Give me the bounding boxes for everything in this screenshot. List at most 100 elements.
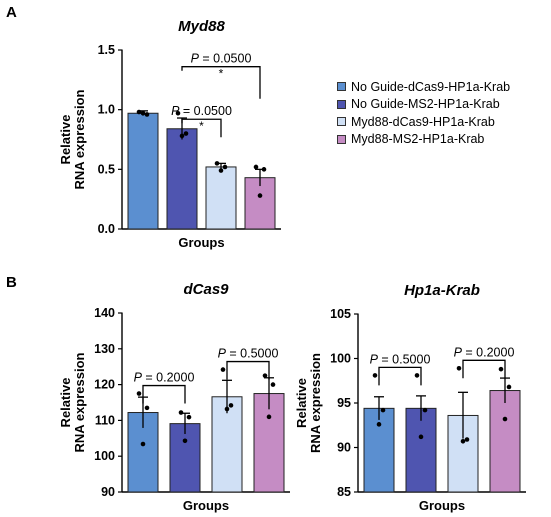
bar [166, 128, 198, 230]
data-point [214, 161, 220, 166]
legend-label: No Guide-MS2-HP1a-Krab [351, 97, 500, 112]
significance-bracket [181, 66, 261, 99]
p-value-label: P = 0.2000 [134, 371, 195, 385]
y-tick-label: 1.5 [98, 43, 115, 57]
data-point [460, 438, 466, 444]
legend-label: Myd88-MS2-HP1a-Krab [351, 132, 485, 147]
significance-bracket [142, 384, 186, 404]
data-point [178, 410, 184, 415]
legend-item: Myd88-dCas9-HP1a-Krab [337, 113, 510, 131]
panel-label-b: B [6, 274, 17, 291]
data-point [262, 373, 268, 378]
legend-label: No Guide-dCas9-HP1a-Krab [351, 79, 511, 94]
data-point [224, 406, 230, 412]
bar [363, 407, 395, 493]
data-point [140, 441, 146, 447]
y-tick-label: 120 [94, 378, 115, 392]
y-axis-label-line2: RNA expression [72, 352, 87, 452]
legend-item: Myd88-MS2-HP1a-Krab [337, 131, 510, 149]
data-point [186, 414, 192, 420]
significance-bracket [378, 366, 422, 386]
legend-label: Myd88-dCas9-HP1a-Krab [351, 114, 495, 129]
y-tick-label: 0.5 [98, 162, 115, 176]
legend-swatch [337, 99, 346, 109]
significance-star: * [199, 119, 204, 133]
data-point [372, 373, 378, 378]
y-axis-label-line1: Relative [294, 378, 309, 428]
y-tick-label: 0.0 [98, 222, 115, 236]
data-point [140, 110, 146, 116]
y-tick-label: 85 [337, 485, 351, 499]
bar [205, 166, 237, 230]
bar [253, 393, 285, 493]
significance-bracket [462, 359, 506, 379]
significance-bracket [181, 118, 222, 138]
y-tick-label: 90 [101, 485, 115, 499]
p-value-label: P = 0.5000 [218, 347, 279, 361]
y-tick-label: 140 [94, 306, 115, 320]
y-tick-label: 95 [337, 396, 351, 410]
data-point [144, 112, 150, 117]
bar [244, 177, 276, 230]
data-point [270, 382, 276, 387]
legend: No Guide-dCas9-HP1a-Krab No Guide-MS2-HP… [337, 78, 510, 148]
data-point [144, 405, 150, 411]
data-point [456, 365, 462, 371]
p-value-label: P = 0.2000 [454, 345, 515, 359]
bar [405, 407, 437, 493]
p-value-label: P = 0.0500 [171, 104, 232, 118]
legend-swatch [337, 117, 346, 127]
chart-title: Myd88 [178, 18, 225, 35]
data-point [257, 193, 263, 198]
bar [489, 390, 521, 493]
panel-label-a: A [6, 4, 17, 21]
data-point [218, 168, 224, 173]
p-value-label: P = 0.0500 [191, 52, 252, 66]
data-point [253, 164, 259, 170]
data-point [502, 416, 508, 422]
y-axis-label-line2: RNA expression [308, 353, 323, 453]
y-tick-label: 1.0 [98, 103, 115, 117]
y-tick-label: 110 [95, 413, 115, 427]
data-point [136, 391, 142, 396]
x-axis-label: Groups [183, 498, 229, 513]
data-point [376, 422, 382, 427]
data-point [380, 407, 386, 413]
y-tick-label: 90 [337, 441, 351, 455]
x-axis-label: Groups [178, 235, 224, 250]
y-axis-label-line1: Relative [58, 378, 73, 428]
x-axis-label: Groups [419, 498, 465, 513]
data-point [418, 434, 424, 440]
significance-star: * [219, 67, 224, 81]
legend-swatch [337, 134, 346, 144]
data-point [261, 167, 267, 172]
y-tick-label: 105 [330, 307, 351, 321]
data-point [266, 414, 272, 420]
y-axis-label-line1: Relative [58, 115, 73, 165]
y-axis-label-line2: RNA expression [72, 89, 87, 189]
chart-title: dCas9 [183, 281, 229, 298]
y-tick-label: 130 [94, 342, 115, 356]
significance-bracket [226, 360, 270, 380]
y-tick-label: 100 [94, 449, 115, 463]
data-point [179, 133, 185, 139]
legend-item: No Guide-MS2-HP1a-Krab [337, 96, 510, 114]
data-point [220, 367, 226, 372]
data-point [183, 131, 189, 136]
data-point [136, 109, 142, 115]
legend-swatch [337, 82, 346, 92]
data-point [175, 110, 181, 116]
data-point [414, 373, 420, 378]
data-point [498, 366, 504, 372]
data-point [506, 384, 512, 390]
bar [127, 112, 159, 230]
data-point [422, 407, 428, 413]
data-point [182, 438, 188, 444]
chart-title: Hp1a-Krab [404, 282, 480, 299]
data-point [464, 437, 470, 442]
legend-item: No Guide-dCas9-HP1a-Krab [337, 78, 510, 96]
data-point [222, 164, 228, 170]
data-point [228, 403, 234, 408]
